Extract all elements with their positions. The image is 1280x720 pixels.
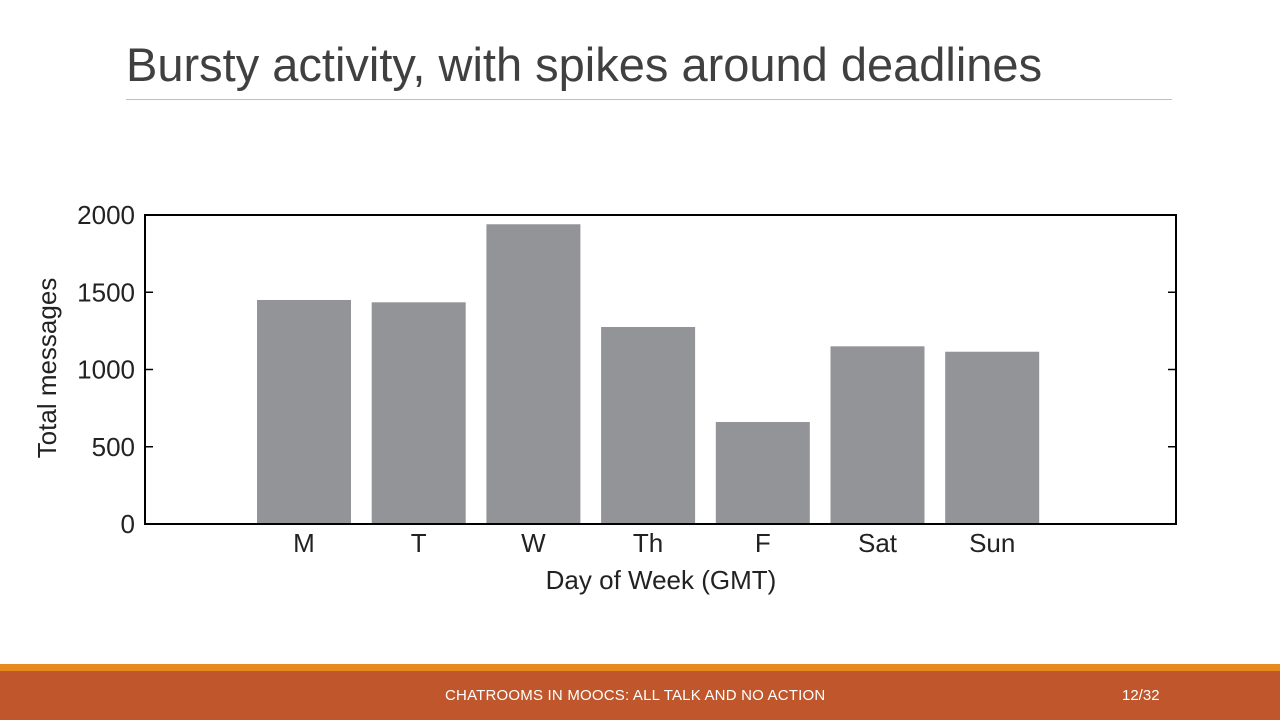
x-tick-label: Sat <box>858 528 898 558</box>
x-axis-ticks: M T W Th F Sat Sun <box>293 528 1015 558</box>
bar-m <box>257 299 351 524</box>
bar-th <box>601 327 696 524</box>
x-tick-label: M <box>293 528 315 558</box>
y-tick-label: 0 <box>121 509 135 539</box>
bars <box>257 224 1040 524</box>
y-axis-ticks: 0 500 1000 1500 2000 <box>77 200 1176 539</box>
title-divider <box>126 99 1172 100</box>
bar-w <box>486 224 581 524</box>
y-tick-label: 500 <box>92 432 135 462</box>
bar-f <box>715 422 810 524</box>
x-tick-label: T <box>411 528 427 558</box>
x-axis-label: Day of Week (GMT) <box>546 565 777 595</box>
footer-band <box>0 671 1280 720</box>
plot-frame <box>144 214 1177 525</box>
slide-title: Bursty activity, with spikes around dead… <box>126 38 1043 91</box>
y-tick-label: 2000 <box>77 200 135 230</box>
y-tick-label: 1000 <box>77 355 135 385</box>
bar-sun <box>945 351 1040 524</box>
bar-chart: 0 500 1000 1500 2000 M T W Th F Sat Sun Day of Wee… <box>32 200 1177 595</box>
footer-accent-stripe <box>0 664 1280 671</box>
bar-t <box>371 302 466 524</box>
y-tick-label: 1500 <box>77 277 135 307</box>
page-number: 12/32 <box>1122 687 1160 704</box>
x-tick-label: Sun <box>969 528 1015 558</box>
x-tick-label: F <box>755 528 771 558</box>
y-axis-label: Total messages <box>32 278 62 459</box>
x-tick-label: W <box>521 528 546 558</box>
footer-title: CHATROOMS IN MOOCS: ALL TALK AND NO ACTI… <box>445 687 826 704</box>
bar-sat <box>830 346 925 524</box>
x-tick-label: Th <box>633 528 663 558</box>
